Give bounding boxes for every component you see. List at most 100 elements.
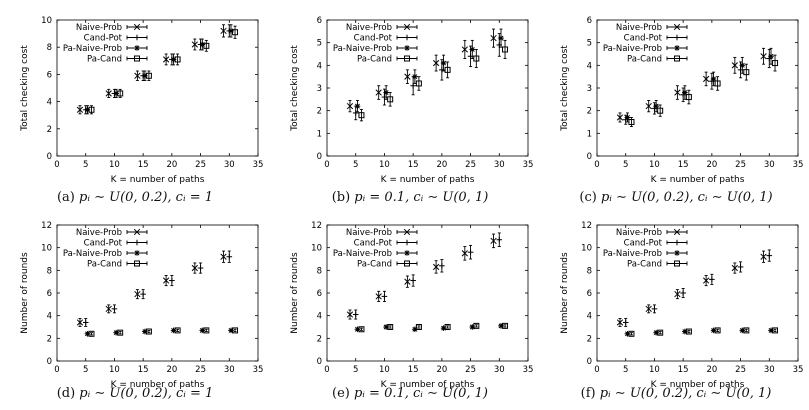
data-point	[76, 319, 84, 326]
data-point	[358, 326, 365, 333]
caption-f: (f) pᵢ ∼ U(0, 0.2), cᵢ ∼ U(0, 1)	[556, 386, 796, 401]
legend-label: Naive-Prob	[346, 23, 392, 33]
legend-label: Cand-Pot	[354, 34, 393, 44]
data-point	[768, 53, 774, 60]
data-point	[404, 73, 411, 80]
legend-label: Pa-Cand	[357, 260, 392, 270]
data-point	[352, 311, 359, 318]
caption-a: (a) pᵢ ∼ U(0, 0.2), cᵢ = 1	[15, 190, 255, 205]
data-point	[383, 89, 389, 96]
error-bar	[744, 63, 748, 81]
y-tick-label: 3	[317, 84, 322, 94]
y-tick-label: 2	[587, 334, 592, 344]
legend-label: Cand-Pot	[624, 34, 663, 44]
caption-math: pᵢ ∼ U(0, 0.2), cᵢ = 1	[79, 190, 214, 205]
data-point	[82, 319, 89, 326]
data-point	[346, 102, 354, 110]
error-bar	[687, 89, 691, 105]
x-tick-label: 15	[138, 160, 149, 170]
x-tick-label: 35	[523, 365, 534, 375]
data-point	[657, 107, 664, 114]
data-point	[117, 90, 124, 97]
y-tick-label: 6	[317, 16, 322, 26]
y-tick-label: 6	[47, 70, 52, 80]
data-point	[174, 327, 181, 334]
data-point	[354, 103, 361, 109]
legend-marker	[134, 260, 140, 267]
error-bar	[233, 328, 237, 332]
y-axis-label: Number of rounds	[20, 252, 30, 334]
data-point	[134, 290, 141, 298]
data-point	[657, 329, 664, 336]
y-axis-label: Number of rounds	[560, 252, 570, 334]
x-tick-label: 0	[324, 365, 329, 375]
legend-marker	[674, 34, 680, 41]
y-tick-label: 1	[587, 129, 592, 139]
x-tick-label: 25	[195, 160, 206, 170]
error-bar	[773, 54, 777, 72]
x-tick-label: 25	[465, 365, 476, 375]
data-point	[616, 114, 624, 121]
data-point	[444, 66, 451, 73]
data-point	[682, 89, 688, 96]
x-tick-label: 10	[379, 160, 390, 170]
x-tick-label: 20	[166, 160, 177, 170]
data-point	[702, 75, 710, 83]
legend-label: Naive-Prob	[76, 228, 122, 238]
data-point	[680, 290, 686, 296]
x-tick-label: 10	[109, 160, 120, 170]
data-point	[220, 253, 227, 260]
data-point	[653, 103, 659, 109]
data-point	[105, 90, 112, 97]
legend-label: Pa-Naive-Prob	[603, 44, 662, 54]
data-point	[415, 324, 422, 330]
error-bar	[658, 104, 662, 117]
y-tick-label: 4	[47, 98, 52, 108]
y-tick-label: 3	[587, 84, 592, 94]
error-bar	[629, 117, 633, 127]
y-tick-label: 12	[581, 221, 592, 231]
data-point	[760, 253, 767, 260]
x-tick-label: 15	[138, 365, 149, 375]
y-tick-label: 8	[47, 266, 52, 276]
data-point	[739, 62, 746, 69]
error-bar	[474, 49, 478, 69]
y-tick-label: 4	[317, 312, 322, 322]
legend-label: Pa-Naive-Prob	[333, 44, 392, 54]
x-axis-label: K = number of paths	[381, 380, 475, 390]
data-point	[766, 252, 773, 259]
data-point	[88, 330, 95, 337]
x-tick-label: 35	[793, 365, 804, 375]
y-tick-label: 6	[317, 289, 322, 299]
y-tick-label: 0	[47, 152, 52, 162]
legend-label: Pa-Cand	[87, 55, 122, 65]
error-bar	[388, 325, 392, 329]
x-tick-label: 5	[623, 160, 628, 170]
caption-e: (e) pᵢ = 0.1, cᵢ ∼ U(0, 1)	[290, 386, 530, 401]
error-bar	[204, 328, 208, 332]
caption-math: pᵢ ∼ U(0, 0.2), cᵢ ∼ U(0, 1)	[600, 190, 773, 205]
y-tick-label: 0	[47, 357, 52, 367]
error-bar	[417, 76, 421, 91]
legend-label: Cand-Pot	[84, 34, 123, 44]
legend-label: Cand-Pot	[84, 239, 123, 249]
legend-label: Naive-Prob	[616, 228, 662, 238]
data-point	[645, 102, 652, 110]
caption-math: pᵢ ∼ U(0, 0.2), cᵢ = 1	[79, 386, 214, 401]
data-point	[191, 41, 198, 48]
data-point	[432, 59, 440, 67]
data-point	[685, 94, 692, 101]
data-point	[432, 263, 440, 271]
y-tick-label: 10	[581, 244, 592, 254]
data-point	[140, 291, 146, 297]
data-point	[162, 277, 170, 284]
legend-label: Cand-Pot	[624, 239, 663, 249]
y-axis-label: Number of rounds	[290, 252, 300, 334]
data-point	[105, 305, 112, 313]
data-point	[467, 249, 474, 255]
legend-label: Pa-Cand	[87, 260, 122, 270]
data-point	[111, 306, 118, 312]
error-bar	[176, 328, 180, 332]
error-bar	[118, 331, 122, 335]
